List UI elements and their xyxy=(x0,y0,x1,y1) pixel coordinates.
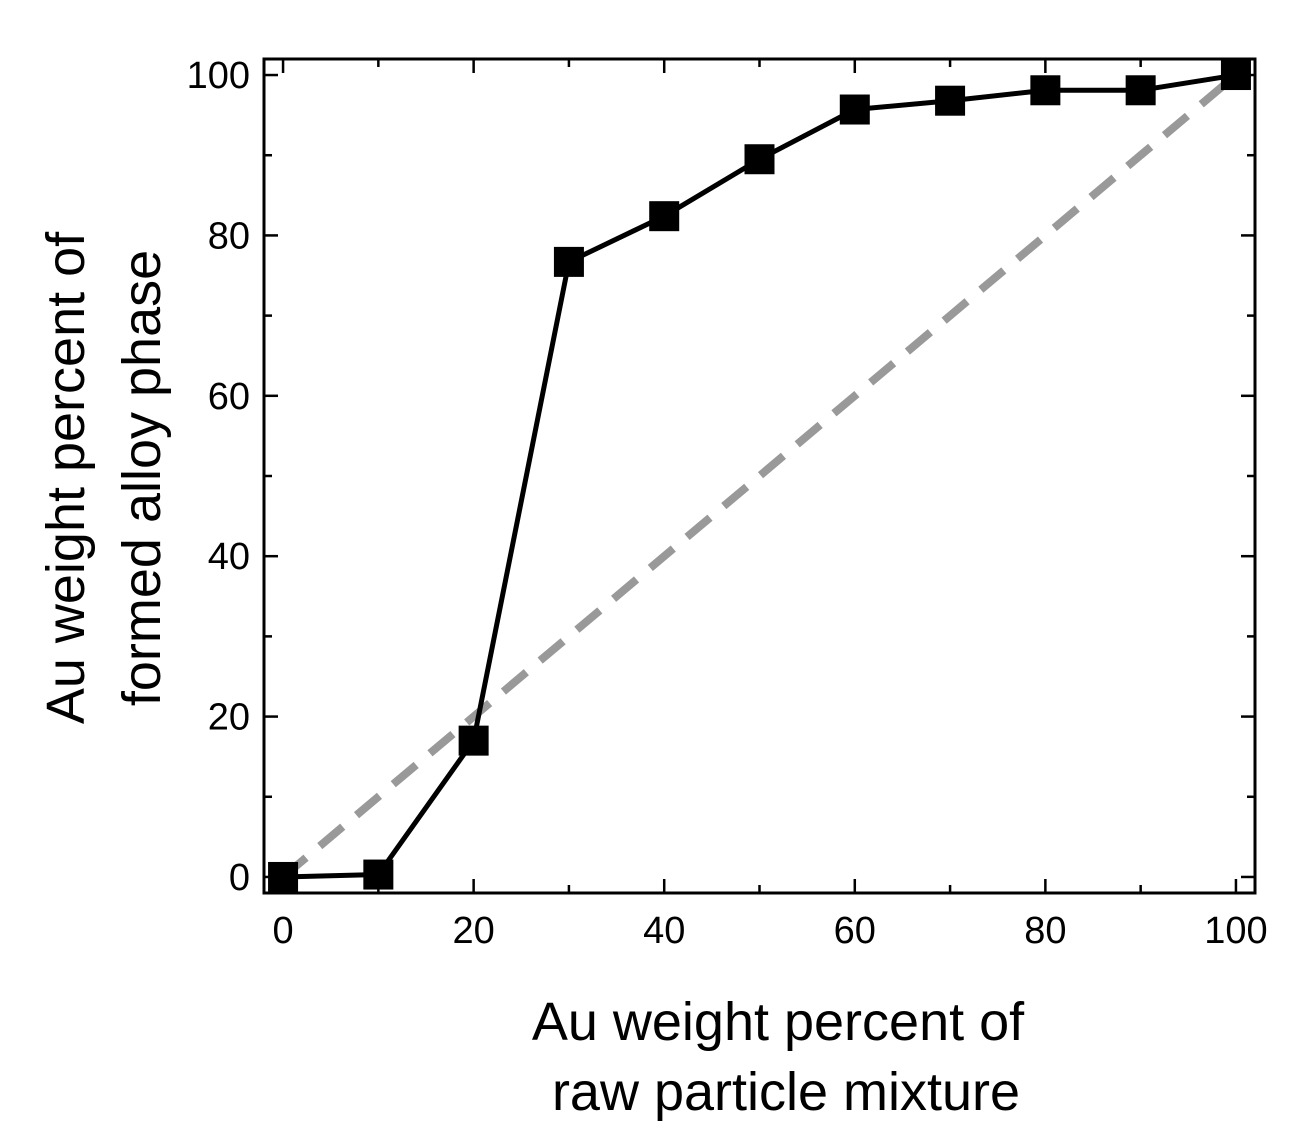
y-tick-label: 40 xyxy=(208,536,250,578)
data-point-marker xyxy=(1220,60,1251,91)
x-tick-label: 40 xyxy=(643,910,685,952)
y-tick-label: 60 xyxy=(208,376,250,418)
x-axis-title-line-2: raw particle mixture xyxy=(552,1062,1020,1122)
data-point-marker xyxy=(1030,75,1061,106)
reference-line xyxy=(280,71,1239,881)
data-point-marker xyxy=(1125,75,1156,106)
y-tick-label: 20 xyxy=(208,697,250,739)
y-axis-title-line-1: Au weight percent of xyxy=(36,231,96,724)
y-tick-label: 0 xyxy=(229,857,250,899)
data-point-marker xyxy=(268,861,299,892)
y-axis-title-line-2: formed alloy phase xyxy=(112,250,172,706)
x-tick-label: 80 xyxy=(1024,910,1066,952)
data-point-marker xyxy=(935,85,966,116)
x-tick-label: 60 xyxy=(834,910,876,952)
data-point-marker xyxy=(649,201,680,232)
data-point-marker xyxy=(363,859,394,890)
data-point-marker xyxy=(458,725,489,756)
x-tick-label: 0 xyxy=(272,910,293,952)
data-point-marker xyxy=(839,94,870,125)
data-point-marker xyxy=(553,246,584,277)
x-tick-label: 20 xyxy=(452,910,494,952)
x-axis-title-line-1: Au weight percent of xyxy=(532,992,1025,1052)
x-tick-label: 100 xyxy=(1204,910,1267,952)
y-tick-label: 100 xyxy=(187,55,250,97)
data-point-marker xyxy=(744,144,775,175)
y-tick-label: 80 xyxy=(208,215,250,257)
